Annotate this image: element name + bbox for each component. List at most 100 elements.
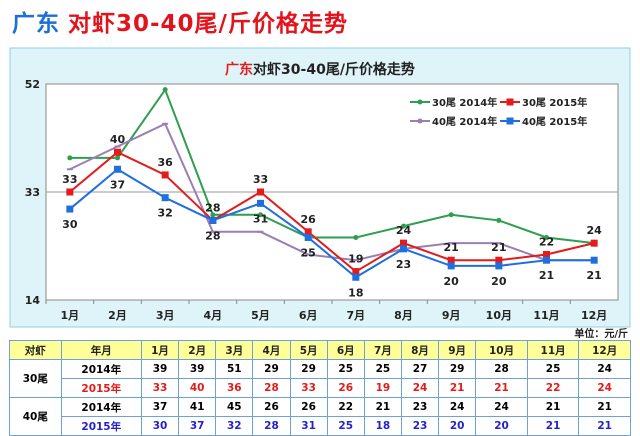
data-label: 28 — [205, 201, 220, 214]
data-point — [496, 217, 502, 223]
title-rest: 对虾30-40尾/斤价格走势 — [68, 11, 348, 37]
header-cell: 3月 — [215, 340, 254, 360]
value-cell: 21 — [526, 416, 580, 436]
value-cell: 22 — [526, 378, 580, 398]
data-label: 32 — [158, 207, 173, 220]
legend-label: 30尾 2014年 — [432, 96, 497, 109]
data-point — [353, 234, 359, 240]
y-tick-label: 33 — [25, 186, 40, 199]
data-label: 20 — [491, 275, 507, 288]
series-line-0 — [69, 87, 595, 245]
value-cell: 36 — [215, 378, 254, 398]
data-point — [401, 223, 406, 229]
data-label: 18 — [348, 286, 363, 299]
header-cell: 年月 — [60, 340, 142, 360]
x-tick-label: 1月 — [61, 309, 80, 322]
legend-label: 40尾 2015年 — [522, 115, 587, 128]
data-point — [67, 155, 73, 161]
value-cell: 28 — [252, 378, 291, 398]
legend-marker — [417, 99, 423, 105]
value-cell: 24 — [438, 397, 477, 417]
value-cell: 18 — [363, 416, 402, 436]
value-cell: 32 — [215, 416, 254, 436]
value-cell: 29 — [289, 359, 328, 379]
value-cell: 22 — [326, 397, 365, 417]
value-cell: 24 — [400, 378, 440, 398]
price-chart: 广东对虾30-40尾/斤价格走势 14 33 52 1月 2月 3月 4月 5月 6月 7月 8月 9月… — [9, 47, 631, 328]
series-line-3 — [69, 168, 595, 279]
data-point — [66, 205, 74, 213]
data-point — [544, 234, 549, 240]
table-row: 40尾 2014年 37 41 45 26 26 22 21 23 24 24 21 21 — [9, 397, 631, 436]
unit-label: 单位：元/斤 — [574, 329, 628, 340]
data-label: 31 — [253, 212, 268, 225]
value-cell: 25 — [526, 359, 580, 379]
data-label: 21 — [587, 269, 602, 282]
value-cell: 28 — [475, 359, 528, 379]
value-cell: 23 — [400, 397, 440, 417]
value-cell: 37 — [140, 397, 180, 417]
value-cell: 25 — [363, 359, 402, 379]
y-tick-label: 14 — [25, 294, 41, 307]
value-cell: 26 — [289, 397, 328, 417]
value-cell: 21 — [363, 397, 402, 417]
data-label: 24 — [396, 224, 412, 237]
year-cell: 2015年 — [60, 378, 142, 398]
header-cell: 9月 — [438, 340, 477, 360]
data-point — [258, 212, 263, 218]
data-point — [161, 194, 169, 202]
data-label: 20 — [444, 275, 460, 288]
value-cell: 21 — [578, 416, 631, 436]
data-point — [209, 216, 217, 224]
x-tick-label: 9月 — [442, 309, 461, 322]
value-cell: 25 — [326, 416, 365, 436]
header-cell: 8月 — [400, 340, 440, 360]
x-tick-label: 3月 — [156, 309, 175, 322]
value-cell: 24 — [578, 359, 631, 379]
group-cell: 30尾 — [9, 359, 62, 398]
header-cell: 对虾 — [9, 340, 62, 360]
data-label: 33 — [253, 173, 268, 186]
data-point — [115, 155, 120, 161]
value-cell: 39 — [140, 359, 180, 379]
data-point — [304, 233, 312, 241]
data-point — [114, 148, 121, 156]
value-cell: 29 — [252, 359, 291, 379]
data-point — [590, 256, 598, 264]
data-point — [162, 87, 168, 93]
value-cell: 33 — [140, 378, 180, 398]
legend-label: 40尾 2014年 — [432, 115, 497, 128]
title-region: 广东 — [12, 11, 60, 37]
value-cell: 39 — [178, 359, 217, 379]
value-cell: 28 — [252, 416, 291, 436]
data-point — [543, 256, 550, 264]
value-cell: 24 — [578, 378, 631, 398]
value-cell: 51 — [215, 359, 254, 379]
page-title: 广东 对虾30-40尾/斤价格走势 — [12, 4, 348, 38]
data-label: 21 — [491, 241, 506, 254]
header-cell: 6月 — [326, 340, 365, 360]
data-label: 21 — [444, 241, 459, 254]
value-cell: 21 — [526, 397, 580, 417]
value-cell: 37 — [178, 416, 217, 436]
x-tick-label: 4月 — [204, 309, 223, 322]
value-cell: 19 — [363, 378, 402, 398]
x-tick-label: 10月 — [486, 309, 512, 322]
data-point — [590, 239, 598, 247]
legend-marker — [506, 117, 514, 125]
value-cell: 31 — [289, 416, 328, 436]
year-cell: 2014年 — [60, 359, 142, 379]
header-cell: 4月 — [252, 340, 291, 360]
data-point — [448, 212, 454, 218]
header-cell: 7月 — [363, 340, 402, 360]
data-label: 36 — [158, 156, 174, 169]
year-cell: 2014年 — [60, 397, 142, 417]
data-label: 25 — [301, 246, 316, 259]
data-label: 24 — [587, 224, 603, 237]
data-label: 30 — [62, 218, 78, 231]
value-cell: 45 — [215, 397, 254, 417]
data-point — [400, 245, 407, 253]
group-cell: 40尾 — [9, 397, 62, 436]
header-cell: 11月 — [526, 340, 580, 360]
year-cell: 2015年 — [60, 416, 142, 436]
